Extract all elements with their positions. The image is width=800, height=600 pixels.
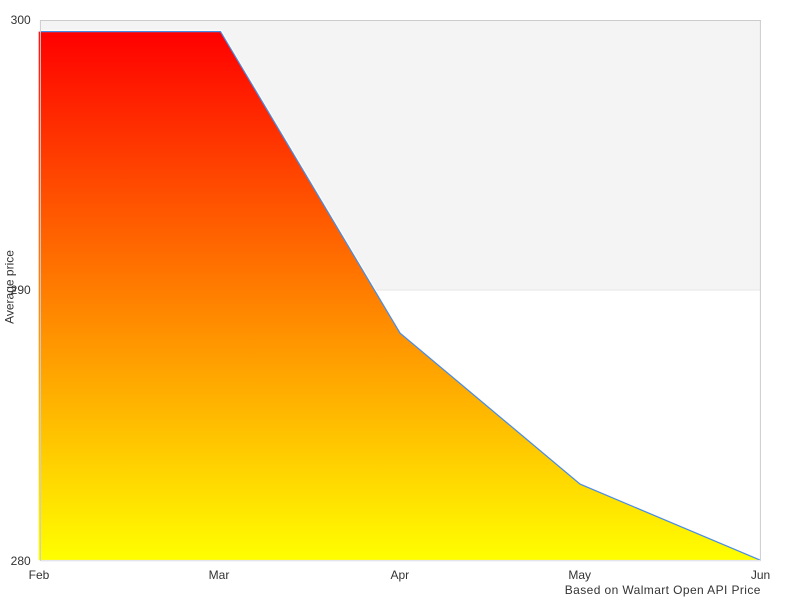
svg-text:290: 290 <box>11 283 31 297</box>
svg-text:Apr: Apr <box>390 568 409 582</box>
svg-text:280: 280 <box>11 554 31 568</box>
svg-text:Based on Walmart Open API Pric: Based on Walmart Open API Price <box>565 583 761 597</box>
svg-text:May: May <box>568 568 591 582</box>
svg-text:Jun: Jun <box>751 568 770 582</box>
svg-text:Feb: Feb <box>29 568 50 582</box>
svg-text:Mar: Mar <box>209 568 230 582</box>
svg-text:Average price: Average price <box>2 250 16 324</box>
svg-text:300: 300 <box>11 13 31 27</box>
